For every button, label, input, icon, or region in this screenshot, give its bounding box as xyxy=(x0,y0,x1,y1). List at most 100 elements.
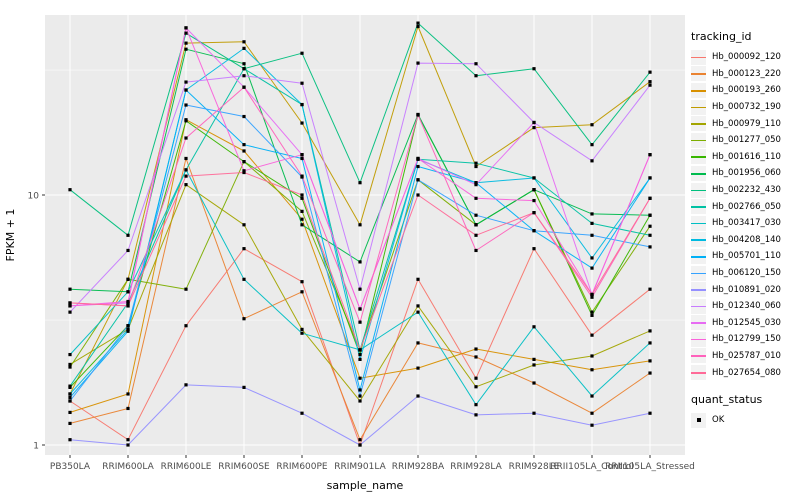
data-point xyxy=(242,317,246,321)
x-tick-label-PB350LA: PB350LA xyxy=(50,462,91,472)
data-point xyxy=(474,376,478,380)
data-point xyxy=(590,394,594,398)
data-point xyxy=(590,354,594,358)
legend-item-label: Hb_002766_050 xyxy=(712,201,781,212)
data-point xyxy=(532,67,536,71)
data-point xyxy=(68,287,72,291)
legend-item-Hb_002232_430: Hb_002232_430 xyxy=(691,182,799,199)
data-point xyxy=(242,67,246,71)
data-point xyxy=(648,359,652,363)
data-point xyxy=(474,355,478,359)
data-point xyxy=(300,217,304,221)
legend-line-swatch xyxy=(691,66,706,82)
data-point xyxy=(648,329,652,333)
x-tick-label-RRIM928LA: RRIM928LA xyxy=(450,462,502,472)
legend-tracking-id: tracking_id Hb_000092_120 Hb_000123_220 Hb… xyxy=(691,30,799,381)
data-point xyxy=(242,143,246,147)
data-point xyxy=(242,62,246,66)
data-point xyxy=(590,423,594,427)
data-point xyxy=(474,74,478,78)
data-point xyxy=(242,160,246,164)
y-axis-title: FPKM + 1 xyxy=(4,209,17,262)
data-point xyxy=(358,260,362,264)
data-point xyxy=(126,392,130,396)
data-point xyxy=(648,213,652,217)
legend-line-swatch xyxy=(691,165,706,181)
legend-line-swatch xyxy=(691,232,706,248)
data-point xyxy=(300,121,304,125)
legend-item-label: Hb_012340_060 xyxy=(712,301,781,312)
legend-item-Hb_012799_150: Hb_012799_150 xyxy=(691,331,799,348)
data-point xyxy=(590,143,594,147)
data-point xyxy=(590,292,594,297)
data-point xyxy=(532,247,536,251)
data-point xyxy=(532,411,536,415)
data-point xyxy=(126,329,130,333)
legend-line-swatch xyxy=(691,365,706,381)
data-point xyxy=(184,80,188,84)
legend-item-Hb_001616_110: Hb_001616_110 xyxy=(691,149,799,166)
legend-item-label: Hb_001616_110 xyxy=(712,151,781,162)
data-point xyxy=(416,394,420,398)
data-point xyxy=(474,164,478,169)
data-point xyxy=(532,126,536,130)
x-tick-label-RRIM928LE: RRIM928LE xyxy=(509,462,560,472)
x-tick-label-RRIM600SE: RRIM600SE xyxy=(218,462,270,472)
legend-line-swatch xyxy=(691,82,706,98)
data-point xyxy=(126,277,130,281)
legend-item-Hb_010891_020: Hb_010891_020 xyxy=(691,281,799,298)
data-point xyxy=(300,280,304,284)
data-point xyxy=(300,102,304,107)
data-point xyxy=(648,70,652,74)
legend-item-Hb_001277_050: Hb_001277_050 xyxy=(691,132,799,149)
legend-item-label: Hb_012799_150 xyxy=(712,334,781,345)
data-point xyxy=(358,181,362,185)
data-point xyxy=(300,290,304,294)
legend-line-swatch xyxy=(691,282,706,298)
data-point xyxy=(358,348,362,352)
legend-item-Hb_000123_220: Hb_000123_220 xyxy=(691,66,799,83)
data-point xyxy=(532,357,536,361)
legend-quant-status: quant_status OK xyxy=(691,393,799,429)
data-point xyxy=(590,159,594,163)
legend-item-Hb_005701_110: Hb_005701_110 xyxy=(691,248,799,265)
data-point xyxy=(68,410,72,415)
data-point xyxy=(532,198,536,203)
data-point xyxy=(474,248,478,253)
data-point xyxy=(532,363,536,367)
legend-title: tracking_id xyxy=(691,30,752,43)
data-point xyxy=(416,277,420,281)
data-point xyxy=(358,376,362,380)
data-point xyxy=(68,392,72,396)
data-point xyxy=(648,80,652,84)
data-point xyxy=(648,411,652,415)
legend-line-swatch xyxy=(691,331,706,347)
legend-item-label: Hb_000732_190 xyxy=(712,102,781,113)
data-point xyxy=(590,411,594,415)
data-point xyxy=(68,365,72,369)
data-point xyxy=(126,443,130,447)
legend-line-swatch xyxy=(691,99,706,115)
data-point xyxy=(300,209,304,213)
legend-item-Hb_000193_260: Hb_000193_260 xyxy=(691,82,799,99)
data-point xyxy=(242,247,246,251)
data-point xyxy=(242,74,246,78)
data-point xyxy=(300,51,304,55)
data-point xyxy=(68,399,72,403)
data-point xyxy=(416,156,420,161)
legend-item-Hb_003417_030: Hb_003417_030 xyxy=(691,215,799,232)
data-point xyxy=(532,188,536,192)
legend-line-swatch xyxy=(691,248,706,264)
data-point xyxy=(300,193,304,197)
data-point xyxy=(532,176,536,180)
data-point xyxy=(126,406,130,411)
data-point xyxy=(184,88,188,92)
legend-item-label: Hb_010891_020 xyxy=(712,284,781,295)
data-point xyxy=(358,399,362,403)
data-point xyxy=(474,223,478,227)
data-point xyxy=(590,333,594,337)
x-tick-label-RRII105LA_Stressed: RRII105LA_Stressed xyxy=(605,462,695,472)
legend-item-Hb_000092_120: Hb_000092_120 xyxy=(691,49,799,66)
data-point xyxy=(590,313,594,317)
